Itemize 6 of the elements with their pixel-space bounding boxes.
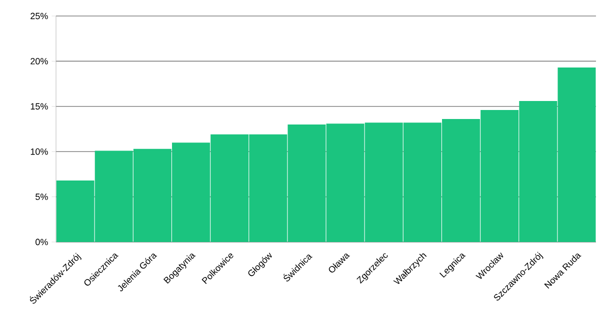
y-tick-label: 15% [30,103,48,110]
y-tick-label: 10% [30,148,48,155]
y-tick-label: 25% [30,12,48,20]
y-tick-label: 0% [36,238,48,246]
y-tick-label: 5% [36,194,48,200]
y-tick-label: 20% [30,58,48,64]
